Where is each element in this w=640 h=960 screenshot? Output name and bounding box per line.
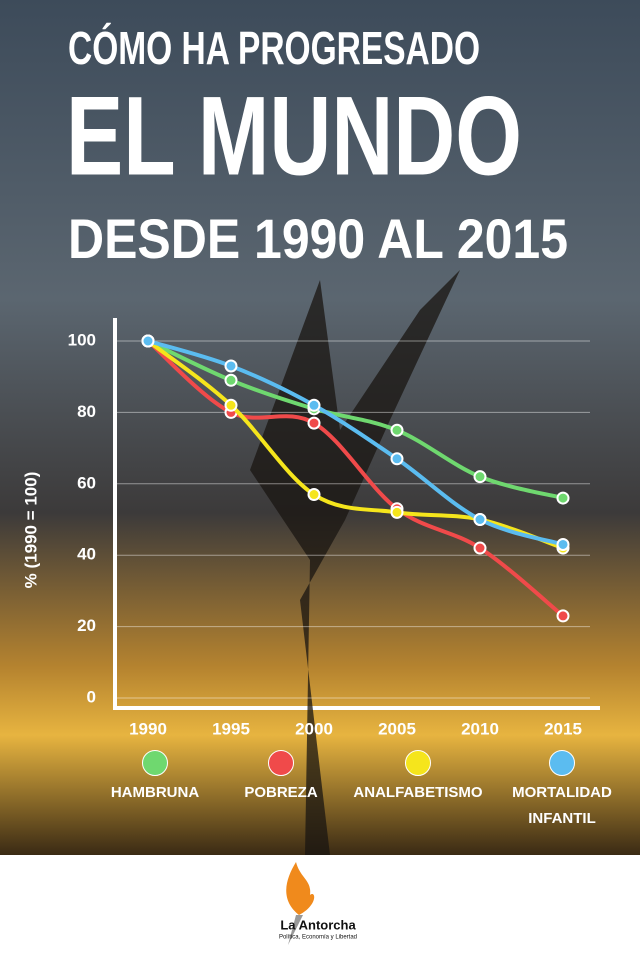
x-tick-label: 2010 — [461, 719, 499, 738]
point — [473, 541, 487, 555]
legend-label: HAMBRUNA — [110, 784, 200, 801]
legend-swatch — [268, 750, 294, 776]
title-line: DESDE 1990 AL 2015 — [68, 207, 568, 270]
point — [390, 452, 404, 466]
point — [556, 537, 570, 551]
x-tick-label: 2000 — [295, 719, 333, 738]
legend-swatch — [405, 750, 431, 776]
legend-swatch — [142, 750, 168, 776]
series-line — [146, 339, 565, 618]
x-tick-label: 2005 — [378, 719, 416, 738]
footer — [0, 855, 640, 960]
point — [556, 491, 570, 505]
y-tick-label: 0 — [87, 687, 96, 706]
legend-item: POBREZA — [211, 750, 351, 806]
point — [307, 416, 321, 430]
point — [141, 334, 155, 348]
x-tick-label: 2015 — [544, 719, 582, 738]
point — [307, 398, 321, 412]
point — [556, 609, 570, 623]
y-tick-label: 80 — [77, 402, 96, 421]
y-tick-label: 100 — [68, 330, 96, 349]
series-line — [146, 339, 565, 501]
legend-swatch — [549, 750, 575, 776]
point — [390, 423, 404, 437]
plot — [117, 340, 590, 699]
legend-item: HAMBRUNA — [85, 750, 225, 806]
point — [473, 513, 487, 526]
x-tick-label: 1995 — [212, 719, 250, 738]
title-line: EL MUNDO — [66, 74, 522, 199]
legend-item: ANALFABETISMO — [348, 750, 488, 806]
point — [390, 505, 404, 519]
x-tick-label: 1990 — [129, 719, 167, 738]
point — [224, 359, 238, 373]
point — [307, 488, 321, 502]
series-line — [146, 339, 565, 547]
point — [224, 398, 238, 412]
y-tick-label: 40 — [77, 545, 96, 564]
y-tick-label: 60 — [77, 473, 96, 492]
logo-handle — [288, 915, 303, 945]
title-line: CÓMO HA PROGRESADO — [68, 22, 480, 74]
logo-name: La Antorcha — [280, 917, 356, 932]
y-tick-label: 20 — [77, 616, 96, 635]
legend-label: ANALFABETISMO — [353, 784, 483, 801]
logo-flame — [286, 862, 315, 915]
logo-tagline: Política, Economía y Libertad — [279, 935, 357, 941]
y-axis-label: % (1990 = 100) — [21, 472, 40, 589]
point — [473, 470, 487, 484]
point — [224, 373, 238, 387]
legend-label: POBREZA — [244, 784, 318, 801]
legend-item: MORTALIDAD INFANTIL — [492, 750, 632, 832]
legend-label: MORTALIDAD INFANTIL — [512, 784, 612, 827]
